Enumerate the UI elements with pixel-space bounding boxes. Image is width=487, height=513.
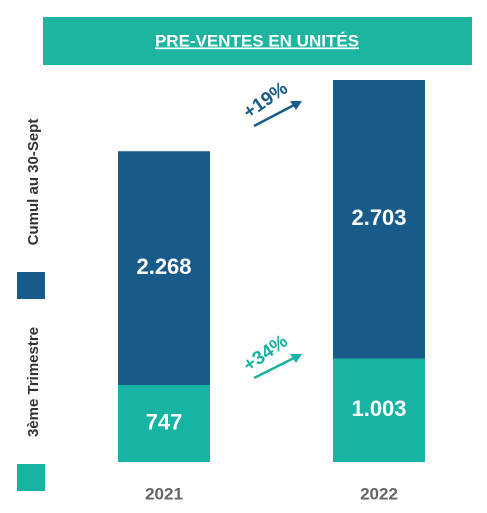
value-label: 2.703 bbox=[351, 205, 406, 230]
arrow-head bbox=[290, 101, 302, 110]
bar-segment bbox=[118, 151, 210, 386]
bar-segment bbox=[333, 80, 425, 359]
legend-label: 3ème Trimestre bbox=[25, 327, 42, 437]
bar-segment bbox=[118, 385, 210, 462]
bar-segment bbox=[333, 358, 425, 462]
arrow-head bbox=[290, 354, 302, 363]
annotation: +19% bbox=[240, 78, 292, 123]
x-tick-label: 2021 bbox=[145, 484, 183, 503]
legend-swatch bbox=[17, 464, 45, 491]
arrow bbox=[253, 355, 297, 380]
x-tick-label: 2022 bbox=[360, 484, 398, 503]
value-label: 1.003 bbox=[351, 396, 406, 421]
arrow bbox=[253, 102, 297, 128]
legend-label: Cumul au 30-Sept bbox=[25, 119, 42, 246]
annotation: +34% bbox=[240, 331, 292, 376]
chart-title: PRE-VENTES EN UNITÉS bbox=[155, 31, 359, 50]
value-label: 747 bbox=[146, 409, 183, 434]
value-label: 2.268 bbox=[136, 254, 191, 279]
legend-swatch bbox=[17, 272, 45, 299]
title-banner bbox=[43, 17, 472, 65]
